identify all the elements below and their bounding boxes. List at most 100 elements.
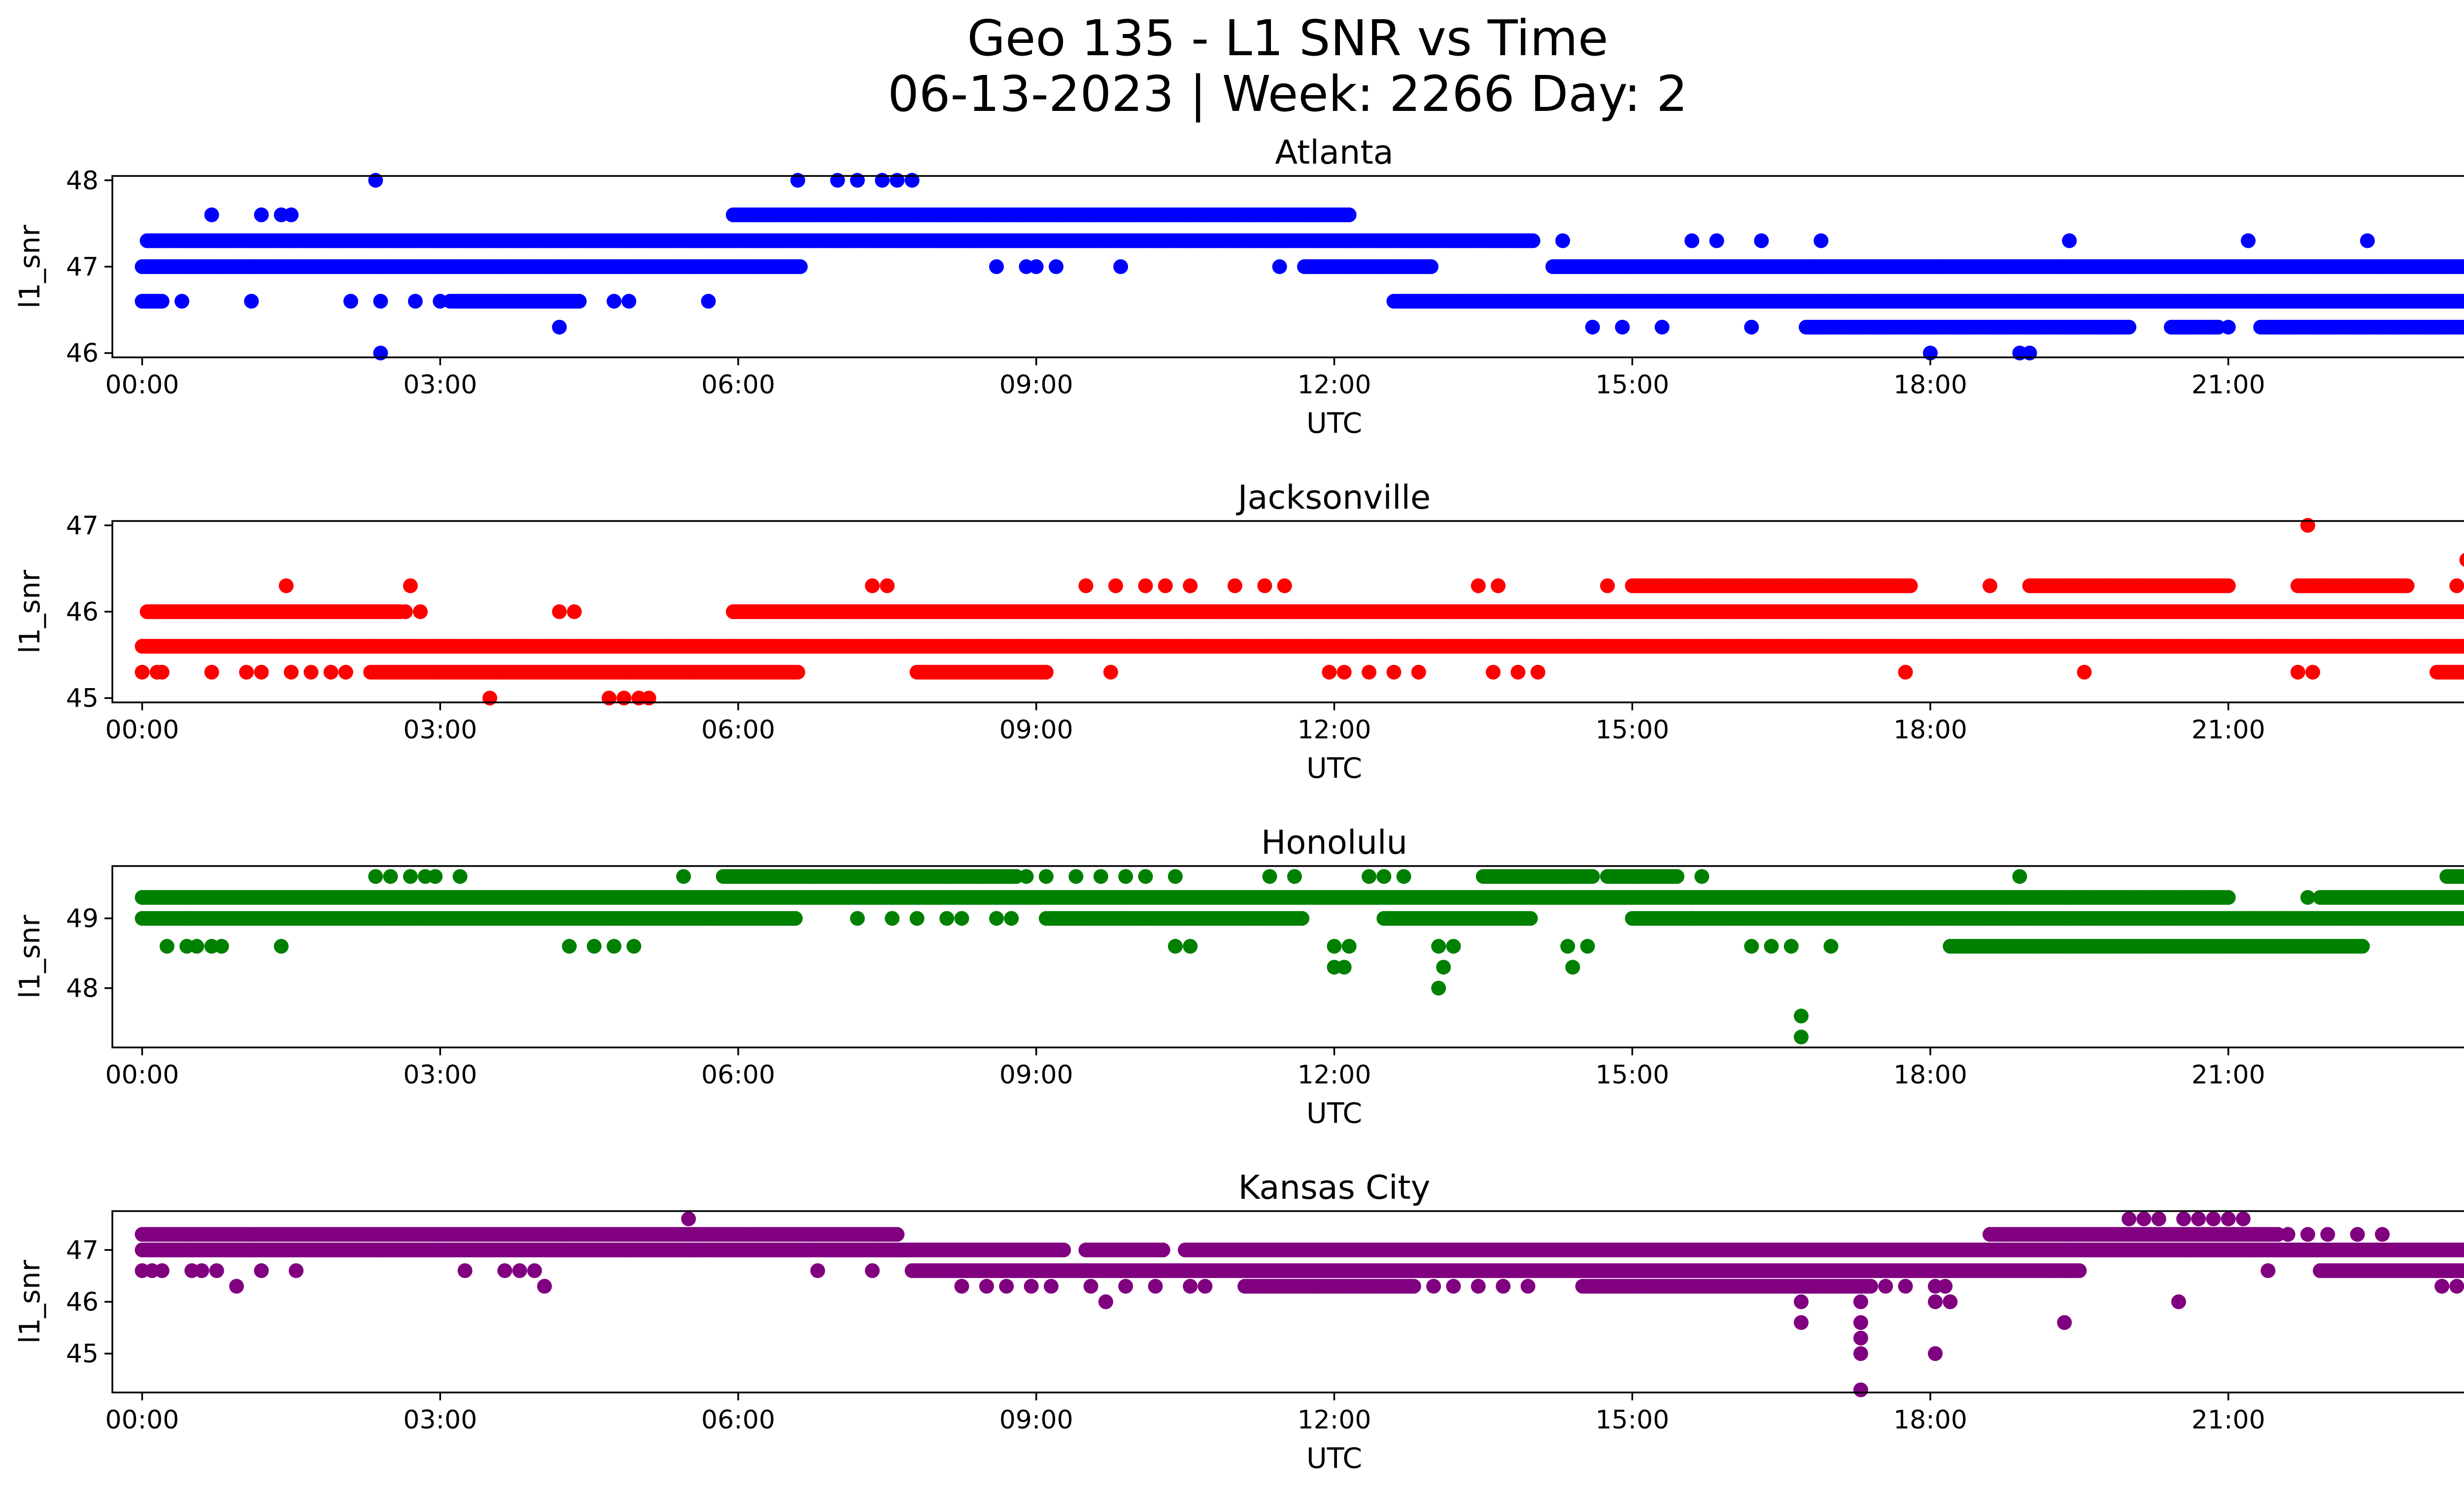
figure-title-line-1: Geo 135 - L1 SNR vs Time (967, 9, 1608, 67)
data-point (338, 664, 353, 680)
data-point (2320, 319, 2335, 335)
data-point (1227, 578, 1242, 593)
data-point (1525, 233, 1540, 248)
data-point (2449, 578, 2464, 593)
y-tick-label: 46 (66, 339, 99, 368)
data-point (1530, 664, 1545, 680)
data-point (1983, 578, 1997, 593)
data-point (1038, 664, 1054, 680)
panel-title: Atlanta (1275, 133, 1393, 172)
data-point (135, 664, 150, 680)
data-point (621, 294, 637, 309)
data-point (204, 207, 219, 222)
data-point (2062, 233, 2077, 248)
x-tick-label: 18:00 (1893, 715, 1967, 745)
data-point (398, 604, 413, 619)
data-point (880, 578, 895, 593)
figure-title-line-2: 06-13-2023 | Week: 2266 Day: 2 (888, 65, 1687, 123)
data-point (403, 578, 418, 593)
data-point (1341, 207, 1357, 222)
data-point (1654, 319, 1670, 335)
data-point (1898, 664, 1913, 680)
data-point (323, 664, 339, 680)
data-point (283, 207, 299, 222)
x-tick-label: 09:00 (999, 370, 1073, 400)
y-tick-label: 45 (66, 684, 99, 713)
data-point (2241, 233, 2256, 248)
data-point (2077, 664, 2092, 680)
data-point (174, 294, 190, 309)
panel-title: Honolulu (1261, 823, 1407, 862)
x-tick-label: 00:00 (105, 715, 179, 745)
data-point (552, 604, 567, 619)
data-point (154, 294, 170, 309)
x-tick-label: 21:00 (2191, 715, 2265, 745)
data-point (572, 294, 587, 309)
data-point (1138, 578, 1153, 593)
x-tick-label: 12:00 (1298, 370, 1371, 400)
x-tick-label: 06:00 (701, 370, 775, 400)
y-tick-label: 47 (66, 511, 99, 541)
data-point (1336, 664, 1352, 680)
data-point (1386, 664, 1402, 680)
data-point (283, 664, 299, 680)
data-point (433, 294, 448, 309)
data-point (1555, 233, 1571, 248)
data-point (254, 664, 269, 680)
data-point (1411, 664, 1426, 680)
data-point (1272, 259, 1287, 274)
data-point (1078, 578, 1094, 593)
data-point (1903, 578, 1918, 593)
data-point (1322, 664, 1337, 680)
data-point (1684, 233, 1700, 248)
data-point (1471, 578, 1486, 593)
data-point (1424, 259, 1438, 274)
data-point (1600, 578, 1615, 593)
data-point (1814, 233, 1829, 248)
data-point (2171, 319, 2186, 335)
data-point (412, 604, 428, 619)
data-point (1108, 578, 1123, 593)
x-tick-label: 00:00 (105, 370, 179, 400)
data-point (552, 319, 567, 335)
y-tick-label: 47 (66, 252, 99, 282)
data-point (2221, 319, 2236, 335)
data-point (1362, 664, 1377, 680)
data-point (1183, 578, 1198, 593)
x-tick-label: 15:00 (1595, 370, 1669, 400)
x-tick-label: 09:00 (999, 715, 1073, 745)
data-point (1754, 233, 1769, 248)
data-point (2122, 319, 2137, 335)
data-point (1744, 319, 1759, 335)
y-axis-label: l1_snr (14, 570, 46, 654)
x-tick-label: 21:00 (2191, 370, 2265, 400)
panel-title: Jacksonville (1236, 478, 1431, 517)
data-point (239, 664, 254, 680)
data-point (1277, 578, 1292, 593)
data-point (278, 578, 294, 593)
data-point (989, 259, 1004, 274)
y-axis-label: l1_snr (14, 225, 46, 309)
data-point (1257, 578, 1272, 593)
data-point (2052, 259, 2067, 274)
data-point (244, 294, 259, 309)
x-axis-label: UTC (1306, 752, 1362, 785)
y-tick-label: 46 (66, 597, 99, 627)
x-tick-label: 15:00 (1595, 715, 1669, 745)
data-point (408, 294, 423, 309)
data-point (1028, 259, 1044, 274)
x-tick-label: 06:00 (701, 715, 775, 745)
data-point (2462, 261, 2464, 272)
data-point (1491, 578, 1506, 593)
data-point (1049, 259, 1064, 274)
data-point (1510, 664, 1526, 680)
data-point (1103, 664, 1118, 680)
data-point (1933, 259, 1948, 274)
data-point (1113, 259, 1129, 274)
x-axis-label: UTC (1306, 407, 1362, 440)
data-point (2360, 233, 2375, 248)
y-tick-label: 48 (66, 166, 99, 196)
data-point (343, 294, 358, 309)
